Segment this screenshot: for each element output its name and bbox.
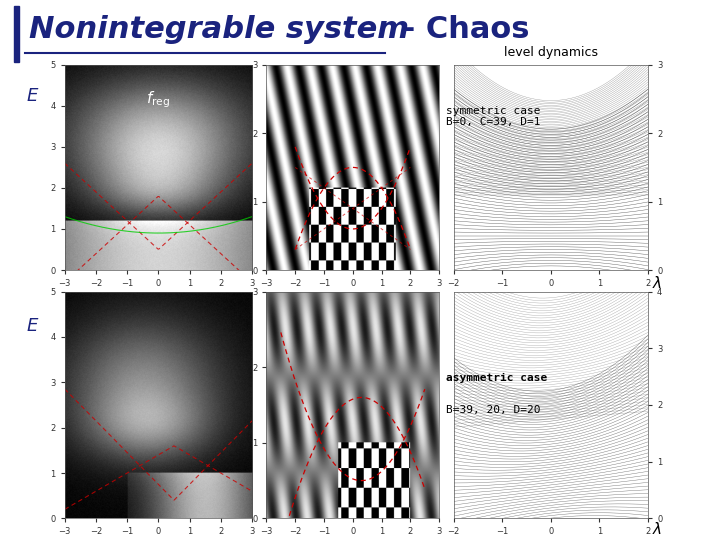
Text: $\lambda$: $\lambda$ [652,275,662,292]
Text: $f_{\rm reg}$: $f_{\rm reg}$ [146,90,171,110]
Text: level dynamics: level dynamics [504,46,598,59]
Text: E: E [27,86,38,105]
Text: Nonintegrable system: Nonintegrable system [29,15,409,44]
Text: $\lambda$: $\lambda$ [652,521,662,537]
Bar [14,6,19,62]
Text: - Chaos: - Chaos [392,15,530,44]
Text: B=39, 20, D=20: B=39, 20, D=20 [446,404,541,415]
Text: asymmetric case: asymmetric case [446,373,548,383]
Text: E: E [27,316,38,335]
Text: symmetric case
B=0, C=39, D=1: symmetric case B=0, C=39, D=1 [446,106,541,127]
